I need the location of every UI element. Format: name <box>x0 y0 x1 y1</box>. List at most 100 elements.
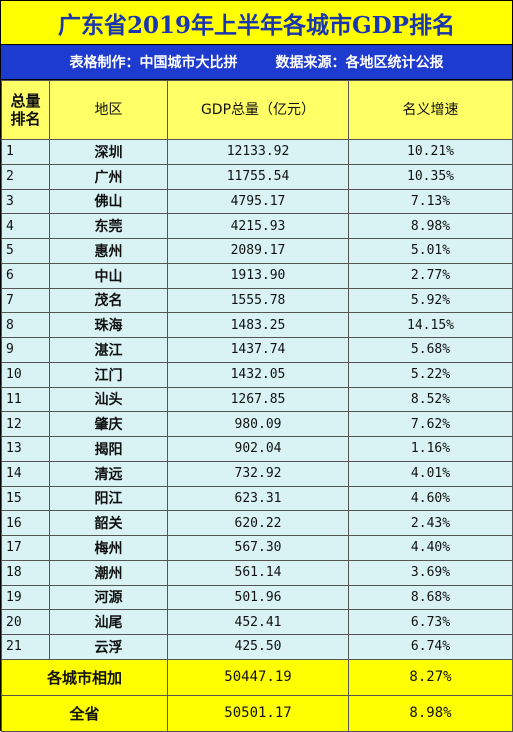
gdp-cell: 1432.05 <box>167 361 349 388</box>
growth-cell: 7.13% <box>348 188 513 215</box>
rank-cell: 7 <box>1 287 50 314</box>
gdp-cell: 1483.25 <box>167 312 349 338</box>
rank-cell: 10 <box>1 361 50 388</box>
gdp-cell: 902.04 <box>167 436 349 462</box>
table-row: 13 揭阳 902.04 1.16% <box>1 436 513 462</box>
table-row: 11 汕头 1267.85 8.52% <box>1 386 513 413</box>
gdp-cell: 1913.90 <box>167 262 349 289</box>
rank-cell: 21 <box>1 634 50 660</box>
table-row: 21 云浮 425.50 6.74% <box>1 634 513 660</box>
rank-cell: 17 <box>1 535 50 561</box>
rank-cell: 6 <box>1 262 50 289</box>
gdp-cell: 567.30 <box>167 535 349 561</box>
table-row: 14 清远 732.92 4.01% <box>1 460 513 487</box>
gdp-cell: 620.22 <box>167 510 349 536</box>
gdp-cell: 1555.78 <box>167 287 349 314</box>
table-row: 17 梅州 567.30 4.40% <box>1 535 513 561</box>
growth-cell: 10.21% <box>348 139 513 165</box>
gdp-cell: 732.92 <box>167 460 349 487</box>
table-row: 1 深圳 12133.92 10.21% <box>1 139 513 165</box>
growth-cell: 2.77% <box>348 262 513 289</box>
page-title: 广东省2019年上半年各城市GDP排名 <box>1 1 512 45</box>
total-growth: 8.27% <box>348 658 513 696</box>
gdp-cell: 12133.92 <box>167 139 349 165</box>
table-row: 2 广州 11755.54 10.35% <box>1 163 513 190</box>
rank-cell: 12 <box>1 411 50 437</box>
rank-cell: 20 <box>1 609 50 635</box>
region-cell: 清远 <box>49 460 168 487</box>
growth-cell: 8.52% <box>348 386 513 413</box>
table-row: 3 佛山 4795.17 7.13% <box>1 188 513 215</box>
growth-cell: 4.01% <box>348 460 513 487</box>
growth-cell: 14.15% <box>348 312 513 338</box>
growth-cell: 4.40% <box>348 535 513 561</box>
total-row: 全省 50501.17 8.98% <box>1 694 513 732</box>
region-cell: 汕头 <box>49 386 168 413</box>
gdp-cell: 1437.74 <box>167 337 349 363</box>
growth-cell: 6.74% <box>348 634 513 660</box>
gdp-cell: 11755.54 <box>167 163 349 190</box>
gdp-cell: 452.41 <box>167 609 349 635</box>
region-cell: 韶关 <box>49 510 168 536</box>
rank-cell: 4 <box>1 213 50 239</box>
region-cell: 珠海 <box>49 312 168 338</box>
table-row: 20 汕尾 452.41 6.73% <box>1 609 513 635</box>
growth-cell: 2.43% <box>348 510 513 536</box>
gdp-cell: 980.09 <box>167 411 349 437</box>
gdp-cell: 4795.17 <box>167 188 349 215</box>
rank-cell: 19 <box>1 584 50 611</box>
gdp-cell: 623.31 <box>167 485 349 512</box>
header-growth: 名义增速 <box>348 80 513 140</box>
region-cell: 肇庆 <box>49 411 168 437</box>
total-gdp: 50447.19 <box>167 658 349 696</box>
gdp-cell: 425.50 <box>167 634 349 660</box>
total-label: 全省 <box>1 694 168 732</box>
gdp-table: 总量排名 地区 GDP总量（亿元） 名义增速 1 深圳 12133.92 10.21%… <box>1 80 513 732</box>
growth-cell: 10.35% <box>348 163 513 190</box>
table-footer: 各城市相加 50447.19 8.27% 全省 50501.17 8.98% <box>1 658 513 732</box>
gdp-cell: 501.96 <box>167 584 349 611</box>
rank-cell: 9 <box>1 337 50 363</box>
rank-cell: 15 <box>1 485 50 512</box>
subtitle-bar: 表格制作：中国城市大比拼 数据来源：各地区统计公报 <box>1 45 512 80</box>
rank-cell: 2 <box>1 163 50 190</box>
header-gdp: GDP总量（亿元） <box>167 80 349 140</box>
region-cell: 茂名 <box>49 287 168 314</box>
region-cell: 汕尾 <box>49 609 168 635</box>
growth-cell: 5.22% <box>348 361 513 388</box>
table-maker-text: 表格制作：中国城市大比拼 <box>69 55 238 71</box>
growth-cell: 3.69% <box>348 559 513 586</box>
table-row: 8 珠海 1483.25 14.15% <box>1 312 513 338</box>
total-label: 各城市相加 <box>1 658 168 696</box>
region-cell: 湛江 <box>49 337 168 363</box>
table-row: 9 湛江 1437.74 5.68% <box>1 337 513 363</box>
growth-cell: 8.68% <box>348 584 513 611</box>
rank-cell: 3 <box>1 188 50 215</box>
rank-cell: 5 <box>1 238 50 264</box>
growth-cell: 1.16% <box>348 436 513 462</box>
growth-cell: 8.98% <box>348 213 513 239</box>
gdp-cell: 1267.85 <box>167 386 349 413</box>
table-row: 5 惠州 2089.17 5.01% <box>1 238 513 264</box>
total-gdp: 50501.17 <box>167 694 349 732</box>
growth-cell: 5.68% <box>348 337 513 363</box>
region-cell: 江门 <box>49 361 168 388</box>
region-cell: 河源 <box>49 584 168 611</box>
region-cell: 惠州 <box>49 238 168 264</box>
gdp-cell: 2089.17 <box>167 238 349 264</box>
growth-cell: 5.92% <box>348 287 513 314</box>
total-row: 各城市相加 50447.19 8.27% <box>1 658 513 696</box>
growth-cell: 5.01% <box>348 238 513 264</box>
gdp-cell: 4215.93 <box>167 213 349 239</box>
header-rank: 总量排名 <box>1 80 50 140</box>
total-growth: 8.98% <box>348 694 513 732</box>
header-region: 地区 <box>49 80 168 140</box>
region-cell: 中山 <box>49 262 168 289</box>
rank-cell: 1 <box>1 139 50 165</box>
table-row: 19 河源 501.96 8.68% <box>1 584 513 611</box>
rank-cell: 16 <box>1 510 50 536</box>
growth-cell: 6.73% <box>348 609 513 635</box>
region-cell: 云浮 <box>49 634 168 660</box>
data-source-text: 数据来源：各地区统计公报 <box>275 55 444 71</box>
